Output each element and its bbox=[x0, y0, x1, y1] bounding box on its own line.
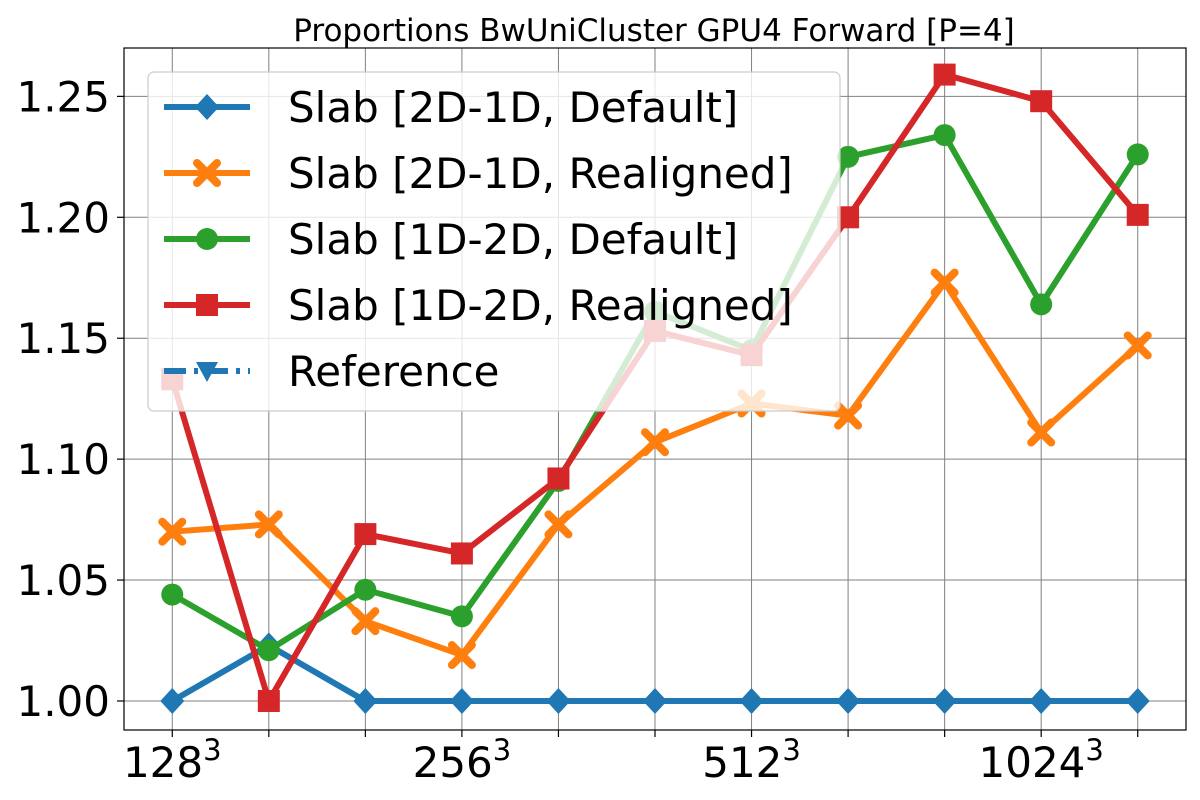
data-point bbox=[932, 687, 957, 714]
data-point bbox=[354, 578, 377, 601]
legend-label: Reference bbox=[288, 347, 500, 396]
data-point bbox=[354, 523, 377, 546]
chart-title: Proportions BwUniCluster GPU4 Forward [P… bbox=[293, 13, 1015, 49]
legend-marker bbox=[195, 94, 219, 120]
data-point bbox=[353, 687, 378, 714]
x-tick-label: 1283 bbox=[123, 733, 222, 787]
data-point bbox=[447, 641, 476, 670]
legend-marker bbox=[193, 159, 221, 187]
legend-box bbox=[147, 71, 841, 412]
data-point bbox=[257, 639, 280, 662]
data-point bbox=[834, 401, 863, 430]
legend-label: Slab [1D-2D, Realigned] bbox=[288, 281, 793, 330]
data-point bbox=[351, 607, 380, 636]
data-point bbox=[930, 268, 959, 297]
data-point bbox=[544, 510, 573, 539]
data-point bbox=[161, 583, 184, 606]
data-point bbox=[641, 428, 669, 457]
data-point bbox=[450, 605, 473, 628]
data-point bbox=[836, 687, 861, 714]
x-tick-label: 10243 bbox=[979, 733, 1104, 787]
legend-entry: Reference bbox=[164, 347, 500, 396]
y-tick-label: 1.20 bbox=[16, 193, 110, 242]
legend-entry: Slab [2D-1D, Realigned] bbox=[164, 149, 793, 198]
data-point bbox=[450, 542, 473, 565]
data-point bbox=[643, 687, 667, 714]
data-point bbox=[546, 687, 571, 714]
legend-entry: Slab [2D-1D, Default] bbox=[164, 83, 738, 132]
data-point bbox=[837, 145, 860, 168]
legend-label: Slab [1D-2D, Default] bbox=[288, 215, 738, 264]
data-point bbox=[547, 467, 570, 490]
y-tick-label: 1.10 bbox=[16, 435, 110, 484]
data-point bbox=[254, 510, 283, 539]
legend: Slab [2D-1D, Default] Slab [2D-1D, Realig… bbox=[147, 71, 841, 412]
legend-marker bbox=[196, 228, 218, 250]
legend-marker bbox=[196, 294, 218, 316]
x-tick-label: 2563 bbox=[413, 733, 512, 787]
data-point bbox=[1126, 143, 1149, 166]
data-point bbox=[1125, 687, 1150, 714]
legend-entry: Slab [1D-2D, Realigned] bbox=[164, 281, 793, 330]
data-point bbox=[257, 689, 280, 712]
data-point bbox=[1029, 687, 1054, 714]
data-point bbox=[158, 517, 187, 546]
data-point bbox=[1126, 203, 1149, 226]
legend-entry: Slab [1D-2D, Default] bbox=[164, 215, 738, 264]
y-tick-label: 1.05 bbox=[16, 556, 110, 605]
data-point bbox=[1027, 418, 1056, 447]
data-point bbox=[1123, 331, 1152, 360]
data-point bbox=[933, 124, 956, 147]
data-point bbox=[1030, 293, 1053, 316]
y-tick-label: 1.15 bbox=[16, 314, 110, 363]
data-point bbox=[933, 63, 956, 86]
legend-label: Slab [2D-1D, Default] bbox=[288, 83, 738, 132]
data-point bbox=[1030, 90, 1053, 113]
legend-marker bbox=[196, 362, 218, 382]
data-point bbox=[449, 687, 474, 714]
y-tick-label: 1.25 bbox=[16, 72, 110, 121]
x-tick-label: 5123 bbox=[702, 733, 801, 787]
y-tick-label: 1.00 bbox=[16, 677, 110, 726]
data-point bbox=[739, 687, 764, 714]
axis-ticks: 1283 2563 5123 10243 1.00 1.05 1.10 1.15 1.20 1.2… bbox=[16, 72, 1139, 787]
data-point bbox=[160, 687, 185, 714]
data-point bbox=[837, 206, 860, 229]
legend-label: Slab [2D-1D, Realigned] bbox=[288, 149, 793, 198]
